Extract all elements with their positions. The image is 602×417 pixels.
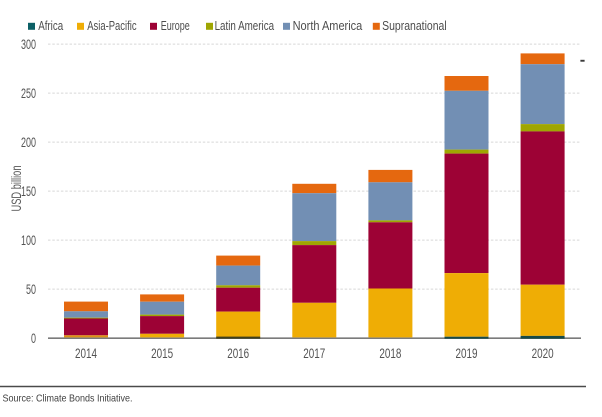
svg-text:Asia-Pacific: Asia-Pacific: [87, 18, 137, 33]
svg-text:Africa: Africa: [38, 18, 64, 33]
svg-text:150: 150: [21, 183, 36, 199]
svg-text:2016: 2016: [227, 345, 249, 361]
svg-text:2018: 2018: [379, 345, 401, 361]
svg-text:300: 300: [21, 36, 36, 52]
svg-text:Latin America: Latin America: [215, 18, 275, 33]
svg-text:USD billion: USD billion: [9, 166, 24, 212]
svg-text:100: 100: [21, 232, 36, 248]
svg-text:2015: 2015: [151, 345, 173, 361]
svg-text:50: 50: [26, 281, 36, 297]
svg-text:2019: 2019: [456, 345, 478, 361]
svg-text:2014: 2014: [75, 345, 97, 361]
svg-text:250: 250: [21, 85, 36, 101]
svg-text:Europe: Europe: [161, 18, 190, 33]
svg-text:2020: 2020: [532, 345, 554, 361]
svg-text:2017: 2017: [303, 345, 325, 361]
svg-text:Supranational: Supranational: [382, 18, 447, 33]
svg-text:200: 200: [21, 134, 36, 150]
svg-text:0: 0: [31, 330, 36, 346]
svg-text:Source: Climate Bonds Initiati: Source: Climate Bonds Initiative.: [3, 392, 133, 404]
svg-text:North America: North America: [293, 18, 363, 33]
